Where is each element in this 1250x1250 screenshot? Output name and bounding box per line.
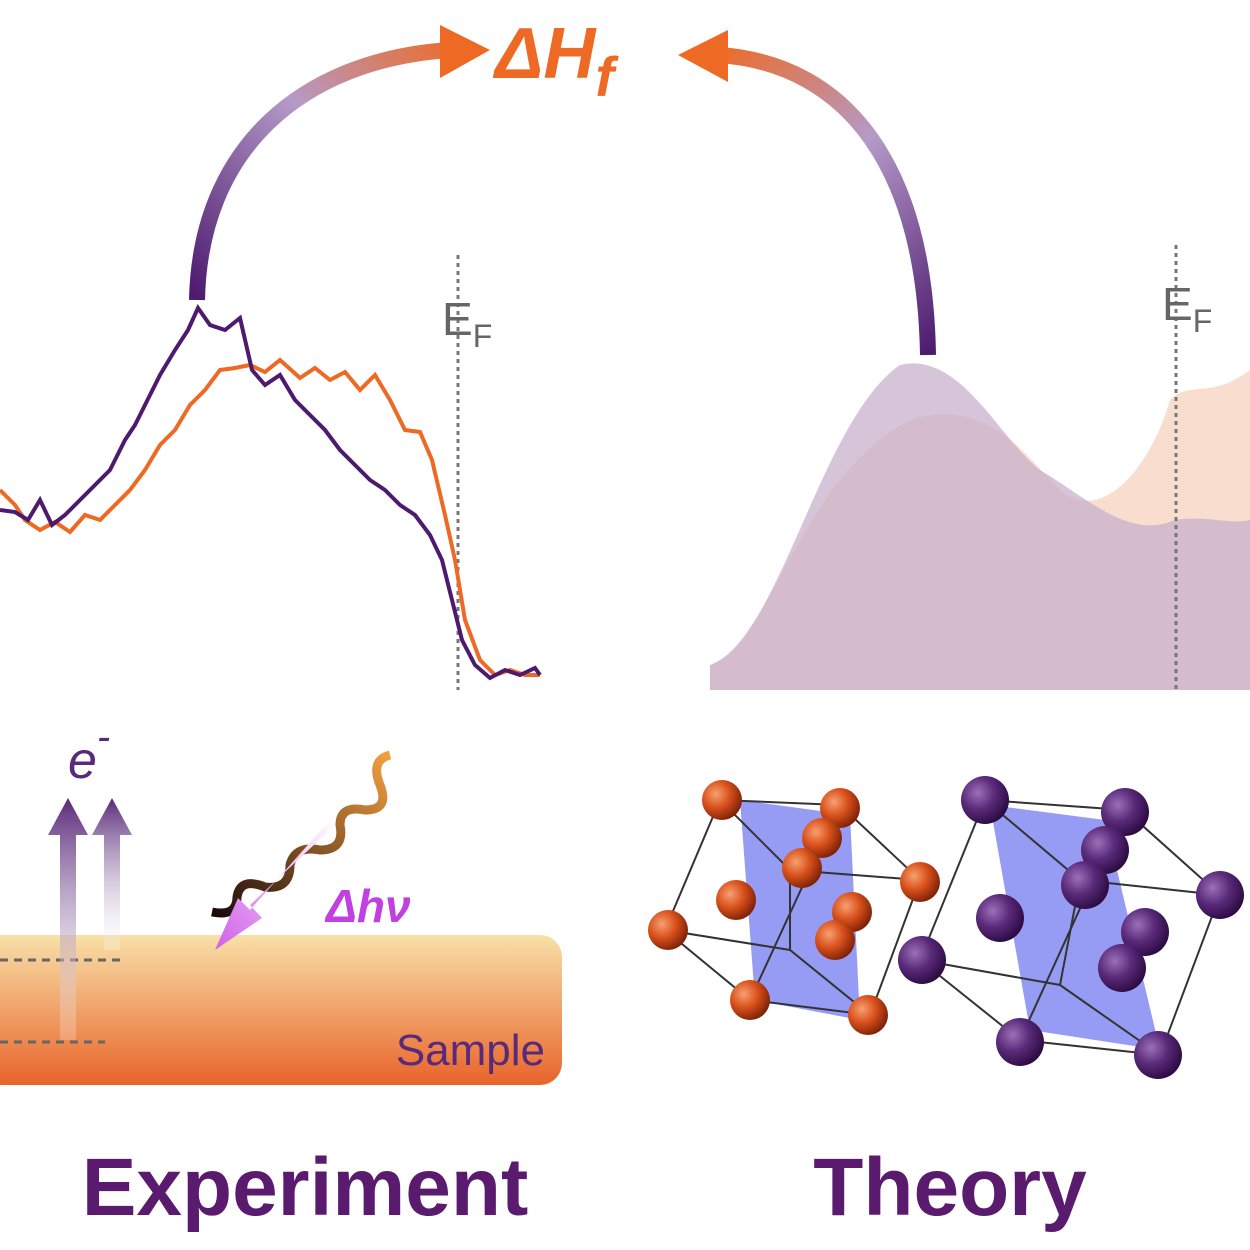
spectrum-purple: [0, 303, 542, 681]
photon-label: Δhν: [324, 880, 411, 932]
left-arc: [189, 42, 451, 301]
electron-e: e: [68, 732, 97, 790]
electron-arrow: [92, 798, 132, 950]
fermi-sub: F: [473, 318, 493, 354]
fermi-sub: F: [1193, 303, 1213, 339]
fermi-label: EF: [1162, 278, 1212, 339]
dos-purple: [710, 363, 1250, 690]
experiment-caption: Experiment: [82, 1142, 529, 1233]
theory-caption: Theory: [813, 1142, 1087, 1233]
fermi-e: E: [442, 293, 473, 345]
sample-label: Sample: [396, 1026, 545, 1075]
formation-enthalpy: ΔHf: [492, 14, 619, 108]
crystal-purple: [898, 776, 1244, 1079]
electron-sup: -: [97, 715, 110, 759]
fermi-label: EF: [442, 293, 492, 354]
photon-wave: [211, 750, 392, 918]
left-arrowhead: [440, 25, 490, 78]
crystal-orange: [648, 780, 940, 1035]
right-arrowhead: [678, 30, 728, 82]
sample-slab: [0, 935, 562, 1085]
electron-arrow: [48, 798, 88, 1040]
right-arc: [719, 47, 936, 356]
fermi-e: E: [1162, 278, 1193, 330]
enthalpy-symbol: ΔH: [492, 14, 597, 94]
photon-arrow: [215, 820, 335, 950]
spectrum-orange: [0, 357, 540, 678]
electron-label: e-: [68, 715, 110, 790]
enthalpy-subscript: f: [595, 45, 619, 108]
